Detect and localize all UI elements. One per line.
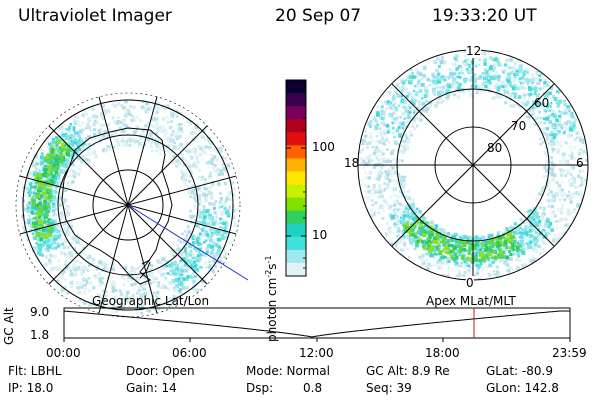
magnetic-caption: Apex MLat/MLT xyxy=(426,294,516,308)
colorbar-segment xyxy=(286,171,306,186)
mlt-label-0: 0 xyxy=(466,276,474,290)
mlt-label-6: 6 xyxy=(576,156,584,170)
colorbar-segment xyxy=(286,119,306,133)
altitude-curve xyxy=(63,310,570,338)
mlt-label-12: 12 xyxy=(466,44,482,58)
mlat-label-70: 70 xyxy=(511,119,527,133)
colorbar-segment xyxy=(286,197,306,212)
colorbar-segment xyxy=(286,158,306,172)
right-mlt-lines xyxy=(358,50,588,280)
info-gain: Gain: 14 xyxy=(126,381,177,395)
geographic-map xyxy=(15,92,249,318)
time-tick-2359: 23:59 xyxy=(552,346,587,360)
altitude-tick-low: 1.8 xyxy=(30,328,50,342)
altitude-axis-title: GC Alt xyxy=(2,307,16,345)
mlat-label-60: 60 xyxy=(534,96,550,110)
time-tick-0000: 00:00 xyxy=(46,346,81,360)
colorbar-segment xyxy=(286,210,306,225)
colorbar-segment xyxy=(286,249,306,264)
colorbar-tick-10: 10 xyxy=(312,228,328,242)
colorbar-tick-100: 100 xyxy=(312,140,335,154)
colorbar-segment xyxy=(286,236,306,251)
colorbar-segment xyxy=(286,145,306,159)
colorbar-segment xyxy=(286,106,306,120)
noon-direction-line xyxy=(127,204,249,281)
colorbar-unit: photon cm-2s-1 xyxy=(264,255,279,342)
colorbar-segment xyxy=(286,223,306,238)
info-dsp-label: Dsp: xyxy=(246,381,274,395)
geographic-caption: Geographic Lat/Lon xyxy=(92,294,210,308)
colorbar-segment xyxy=(286,132,306,146)
continent-outline xyxy=(61,127,173,285)
observation-time: 19:33:20 UT xyxy=(432,6,537,26)
info-glon: GLon: 142.8 xyxy=(486,381,559,395)
info-door: Door: Open xyxy=(126,364,195,378)
info-seq: Seq: 39 xyxy=(366,381,412,395)
info-glat: GLat: -80.9 xyxy=(486,364,553,378)
time-tick-1800: 18:00 xyxy=(425,346,460,360)
info-mode: Mode: Normal xyxy=(246,364,330,378)
time-tick-0600: 06:00 xyxy=(172,346,207,360)
info-ip: IP: 18.0 xyxy=(8,381,54,395)
altitude-tick-high: 9.0 xyxy=(30,305,50,319)
instrument-title: Ultraviolet Imager xyxy=(18,6,172,26)
info-gc-alt: GC Alt: 8.9 Re xyxy=(366,364,450,378)
peninsula-outline xyxy=(139,259,151,279)
colorbar-segment xyxy=(286,262,306,277)
info-dsp-value: 0.8 xyxy=(303,381,323,395)
left-lat-circles xyxy=(16,93,240,317)
observation-date: 20 Sep 07 xyxy=(275,6,362,26)
intensity-colorbar xyxy=(285,79,307,277)
colorbar-segment xyxy=(286,184,306,199)
colorbar-segment xyxy=(286,80,306,94)
time-tick-1200: 12:00 xyxy=(299,346,334,360)
mlt-label-18: 18 xyxy=(344,156,360,170)
colorbar-segment xyxy=(286,93,306,107)
altitude-timeline xyxy=(63,307,571,342)
mlat-label-80: 80 xyxy=(487,141,503,155)
magnetic-map xyxy=(357,49,589,281)
info-filter: Flt: LBHL xyxy=(8,364,62,378)
